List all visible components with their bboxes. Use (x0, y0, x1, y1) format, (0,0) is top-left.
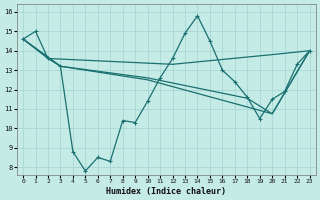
X-axis label: Humidex (Indice chaleur): Humidex (Indice chaleur) (106, 187, 226, 196)
